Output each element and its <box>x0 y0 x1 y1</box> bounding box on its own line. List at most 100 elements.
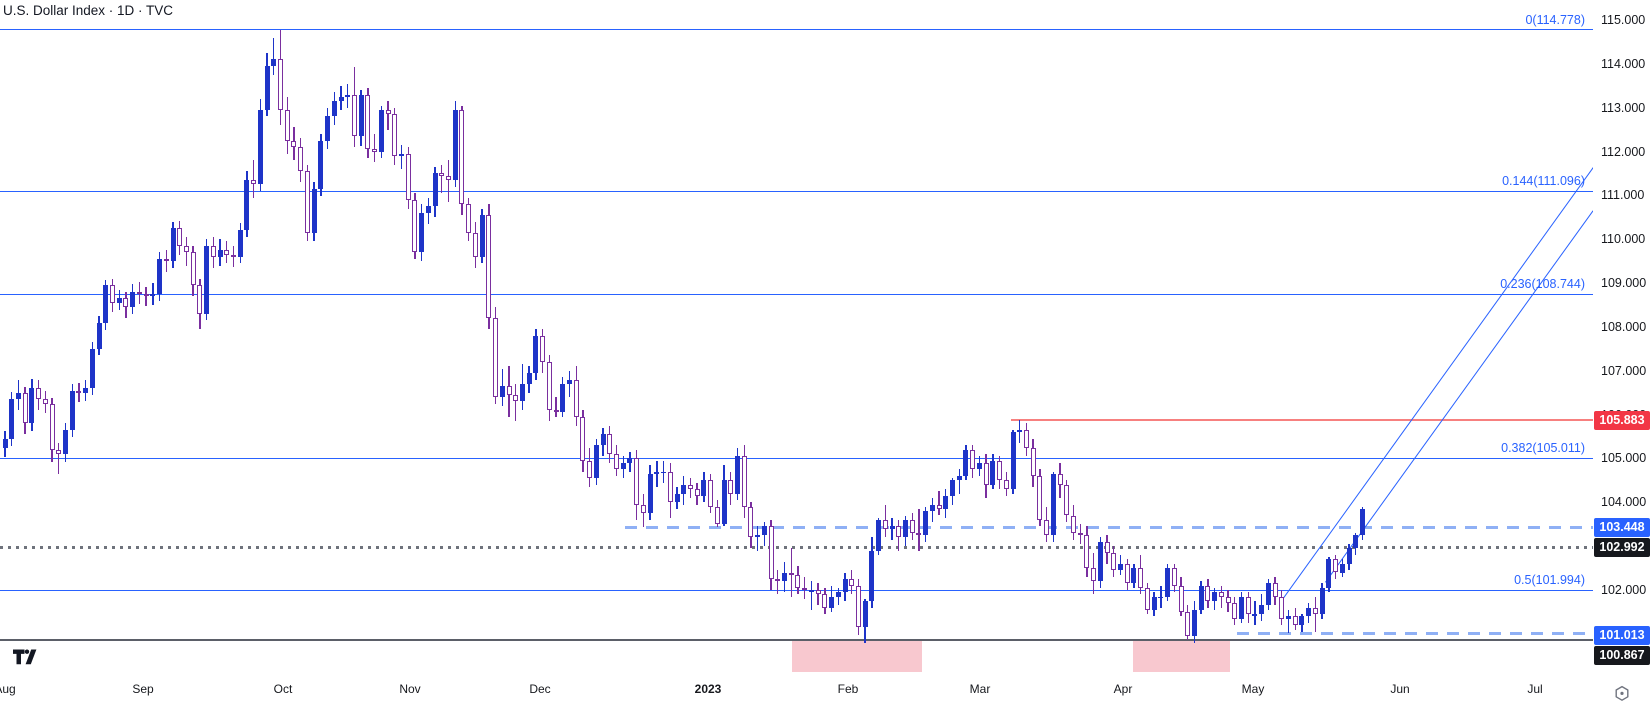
trend-channel-line[interactable] <box>1280 167 1593 603</box>
price-line-dashed[interactable] <box>625 525 1593 529</box>
candle-up <box>1326 559 1332 588</box>
candle-wick <box>810 581 813 610</box>
candle-down <box>728 480 734 494</box>
candle-down <box>1077 533 1083 536</box>
price-line-dashed[interactable] <box>1237 632 1593 636</box>
candle-down <box>251 180 257 185</box>
candle-down <box>372 149 378 152</box>
candle-down <box>143 294 149 297</box>
candle-up <box>237 230 243 257</box>
candle-wick <box>1314 596 1317 632</box>
candle-down <box>392 114 398 156</box>
time-axis-label: Feb <box>837 682 859 696</box>
candle-up <box>1118 563 1124 571</box>
fib-level-line[interactable] <box>0 293 1593 295</box>
candle-up <box>654 471 660 474</box>
candle-down <box>1064 484 1070 516</box>
candle-up <box>1158 596 1164 599</box>
candle-up <box>325 116 331 141</box>
candle-down <box>896 526 902 538</box>
candle-up <box>9 399 15 439</box>
fib-level-line[interactable] <box>0 29 1593 31</box>
candle-up <box>647 473 653 514</box>
price-axis[interactable]: 115.000 114.000 113.000 112.000 111.000 110.0… <box>1593 0 1651 672</box>
support-zone[interactable] <box>1133 641 1230 672</box>
candle-up <box>1097 541 1103 582</box>
candle-up <box>869 550 875 601</box>
candle-up <box>956 476 962 481</box>
price-line-gray[interactable] <box>0 638 1593 642</box>
candle-up <box>378 109 384 152</box>
price-axis-label: 105.000 <box>1601 451 1647 466</box>
candle-wick <box>837 587 839 606</box>
candle-down <box>459 109 465 205</box>
candle-down <box>788 572 794 575</box>
candle-up <box>620 462 626 470</box>
candle-up <box>674 493 680 503</box>
candle-up <box>1306 607 1312 617</box>
candle-up <box>69 390 75 430</box>
fib-level-label: 0.5(101.994) <box>1514 573 1585 588</box>
candle-down <box>1084 535 1090 569</box>
fib-level-line[interactable] <box>0 589 1593 591</box>
candle-up <box>519 383 525 402</box>
candle-down <box>136 291 142 295</box>
candle-wick <box>1254 601 1256 626</box>
candle-up <box>1359 508 1365 536</box>
candle-up <box>318 140 324 189</box>
candle-up <box>358 94 364 137</box>
time-axis-label: Apr <box>1113 682 1133 696</box>
candle-up <box>1151 596 1157 610</box>
candle-up <box>170 228 176 262</box>
candle-down <box>405 153 411 200</box>
candle-down <box>123 298 129 308</box>
candle-down <box>1070 515 1076 534</box>
candle-up <box>1346 548 1352 564</box>
candle-up <box>808 590 814 592</box>
candle-down <box>802 587 808 591</box>
candle-down <box>580 416 586 461</box>
candle-down <box>1057 473 1063 485</box>
candle-down <box>472 232 478 257</box>
candlestick-chart[interactable]: 0(114.778) 0.144(111.096) 0.236(108.744) 0.… <box>0 0 1593 672</box>
candle-down <box>1178 585 1184 612</box>
candle-down <box>936 504 942 509</box>
candle-up <box>425 206 431 213</box>
candle-down <box>298 147 304 172</box>
time-axis-label: Nov <box>399 682 421 696</box>
candle-up <box>204 245 210 314</box>
candle-down <box>855 585 861 628</box>
candle-down <box>687 484 693 490</box>
candle-up <box>1017 429 1023 433</box>
candle-down <box>714 506 720 525</box>
candle-up <box>244 180 250 231</box>
candle-down <box>446 175 452 181</box>
candle-down <box>607 434 613 455</box>
tradingview-logo-icon[interactable] <box>13 649 37 666</box>
price-axis-label: 109.000 <box>1601 276 1647 291</box>
candle-wick <box>1220 585 1222 608</box>
price-line-red[interactable] <box>1011 418 1593 421</box>
candle-up <box>1191 609 1197 637</box>
fib-level-line[interactable] <box>0 457 1593 459</box>
candle-wick <box>165 250 167 273</box>
support-zone[interactable] <box>792 641 922 672</box>
candle-up <box>89 348 95 389</box>
time-axis[interactable]: Aug Sep Oct Nov Dec 2023 Feb Mar Apr May Jun Jul <box>0 672 1593 705</box>
time-axis-label: Dec <box>529 682 551 696</box>
candle-up <box>782 572 788 582</box>
candle-down <box>1312 607 1318 615</box>
time-axis-label: Sep <box>132 682 154 696</box>
candle-down <box>1003 480 1009 490</box>
fib-level-label: 0.144(111.096) <box>1502 174 1585 189</box>
candle-up <box>398 153 404 156</box>
candle-up <box>1010 432 1016 490</box>
candle-down <box>741 456 747 507</box>
price-line-dotted[interactable] <box>0 545 1593 549</box>
price-tag: 102.992 <box>1594 537 1650 557</box>
candle-up <box>526 372 532 384</box>
gear-icon[interactable] <box>1612 684 1632 704</box>
candle-up <box>150 294 156 297</box>
fib-level-line[interactable] <box>0 190 1593 192</box>
candle-up <box>331 101 337 117</box>
